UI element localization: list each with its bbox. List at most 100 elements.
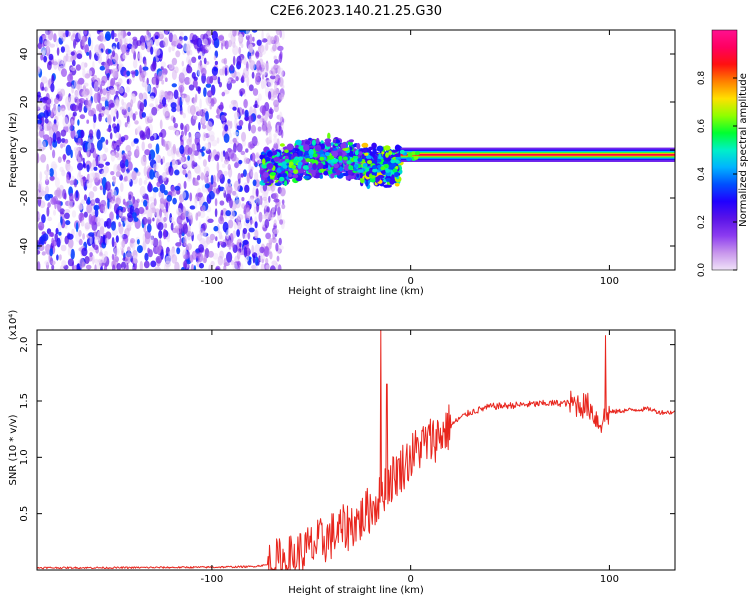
heatmap-noise-cell xyxy=(182,206,186,217)
heatmap-band-cell xyxy=(284,149,289,153)
heatmap-noise-cell xyxy=(46,206,50,217)
heatmap-band-cell xyxy=(303,144,310,152)
heatmap-noise-cell xyxy=(186,50,191,57)
heatmap-noise-cell xyxy=(163,216,167,223)
colorbar-tick-label: 0.6 xyxy=(697,119,707,134)
heatmap-noise-cell xyxy=(49,248,53,257)
heatmap-noise-cell xyxy=(247,232,251,240)
heatmap-noise-cell xyxy=(248,227,255,233)
heatmap-noise-cell xyxy=(279,219,284,225)
heatmap-noise-cell xyxy=(187,224,191,233)
heatmap-noise-cell xyxy=(184,94,191,103)
heatmap-noise-cell xyxy=(125,144,132,153)
heatmap-hotspot xyxy=(362,163,368,167)
heatmap-band-cell xyxy=(273,156,281,162)
heatmap-noise-cell xyxy=(171,254,178,264)
heatmap-noise-cell xyxy=(57,222,62,231)
heatmap-noise-cell xyxy=(248,122,251,132)
heatmap-noise-cell xyxy=(164,260,171,268)
heatmap-band-cell xyxy=(385,157,392,162)
heatmap-noise-cell xyxy=(220,42,224,50)
heatmap-noise-cell xyxy=(208,190,215,200)
heatmap-noise-cell xyxy=(163,190,168,196)
heatmap-noise-cell xyxy=(254,171,259,182)
heatmap-noise-cell xyxy=(226,251,233,263)
heatmap-noise-cell xyxy=(281,203,286,210)
heatmap-noise-cell xyxy=(92,186,98,192)
heatmap-noise-cell xyxy=(244,109,249,118)
heatmap-noise-cell xyxy=(48,53,54,61)
heatmap-noise-cell xyxy=(70,122,73,131)
heatmap-noise-cell xyxy=(180,86,183,98)
heatmap-noise-cell xyxy=(63,44,70,53)
heatmap-noise-cell xyxy=(211,74,218,81)
heatmap-noise-cell xyxy=(111,30,115,40)
heatmap-noise-cell xyxy=(212,174,216,184)
heatmap-hotspot xyxy=(407,153,413,157)
heatmap-noise-cell xyxy=(181,135,188,141)
heatmap-noise-cell xyxy=(273,64,279,71)
heatmap-noise-cell xyxy=(211,139,218,147)
heatmap-noise-cell xyxy=(155,143,160,155)
heatmap-noise-cell xyxy=(256,188,259,197)
heatmap-noise-cell xyxy=(260,45,267,55)
heatmap-noise-cell xyxy=(42,233,49,242)
heatmap-noise-cell xyxy=(44,193,51,201)
heatmap-noise-cell xyxy=(174,185,181,191)
heatmap-noise-cell xyxy=(202,38,208,46)
y-tick-label: -40 xyxy=(19,238,30,254)
heatmap-noise-cell xyxy=(232,106,237,111)
heatmap-noise-cell xyxy=(233,180,241,192)
heatmap-band-cell xyxy=(295,139,302,145)
heatmap-noise-cell xyxy=(120,261,127,270)
heatmap-noise-cell xyxy=(105,231,112,240)
heatmap-hotspot xyxy=(406,157,412,162)
heatmap-noise-cell xyxy=(75,189,79,199)
heatmap-noise-cell xyxy=(79,257,85,269)
heatmap-noise-cell xyxy=(197,252,203,263)
heatmap-noise-cell xyxy=(94,264,97,270)
heatmap-band-cell xyxy=(274,182,282,186)
heatmap-noise-cell xyxy=(131,44,136,54)
heatmap-noise-cell xyxy=(182,223,188,234)
heatmap-noise-cell xyxy=(237,265,241,270)
heatmap-noise-cell xyxy=(278,237,282,246)
heatmap-noise-cell xyxy=(269,75,276,80)
heatmap-noise-cell xyxy=(242,67,249,79)
heatmap-hotspot xyxy=(372,168,378,173)
heatmap-noise-cell xyxy=(205,111,209,122)
heatmap-noise-cell xyxy=(81,36,85,47)
heatmap-noise-cell xyxy=(255,50,260,59)
heatmap-noise-cell xyxy=(109,211,114,221)
heatmap-noise-cell xyxy=(186,65,193,74)
heatmap-noise-cell xyxy=(268,108,274,115)
heatmap-band-cell xyxy=(269,172,277,176)
heatmap-noise-cell xyxy=(163,228,167,240)
heatmap-noise-cell xyxy=(152,237,159,248)
heatmap-noise-cell xyxy=(190,264,195,270)
heatmap-noise-cell xyxy=(38,212,41,219)
heatmap-noise-cell xyxy=(104,147,109,153)
heatmap-noise-cell xyxy=(112,67,119,79)
heatmap-noise-cell xyxy=(156,181,161,187)
heatmap-noise-cell xyxy=(247,43,254,54)
heatmap-noise-cell xyxy=(65,30,69,38)
heatmap-noise-cell xyxy=(160,61,166,68)
heatmap-noise-cell xyxy=(239,242,242,248)
heatmap-noise-cell xyxy=(93,92,99,104)
spectrogram-panel: -100 0 100 -40 -20 0 20 40 Height of straight l… xyxy=(8,29,676,297)
heatmap-noise-cell xyxy=(86,51,90,56)
heatmap-noise-cell xyxy=(139,64,142,76)
heatmap-noise-cell xyxy=(168,32,174,43)
heatmap-noise-cell xyxy=(38,51,43,56)
heatmap-noise-cell xyxy=(245,207,251,219)
heatmap-noise-cell xyxy=(250,219,254,224)
heatmap-noise-cell xyxy=(37,65,41,75)
heatmap-noise-cell xyxy=(254,244,261,255)
heatmap-noise-cell xyxy=(123,175,129,182)
heatmap-noise-cell xyxy=(277,206,281,216)
heatmap-noise-cell xyxy=(78,229,82,237)
heatmap-noise-cell xyxy=(55,131,61,141)
heatmap-noise-cell xyxy=(204,142,210,151)
heatmap-noise-cell xyxy=(227,219,234,229)
